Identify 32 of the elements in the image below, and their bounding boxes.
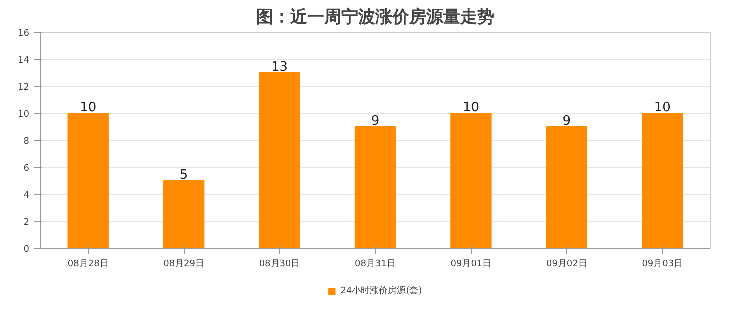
- x-tick-label: 09月01日: [450, 260, 492, 270]
- y-tick-label: 10: [18, 110, 30, 120]
- y-tick-label: 14: [18, 56, 30, 66]
- bar: [163, 180, 205, 248]
- data-label: 10: [80, 100, 97, 116]
- bar: [642, 113, 684, 248]
- x-tick-label: 09月03日: [642, 260, 684, 270]
- y-tick-label: 16: [18, 29, 30, 39]
- bar: [68, 113, 109, 248]
- bar: [259, 72, 300, 248]
- x-tick-label: 09月02日: [546, 260, 588, 270]
- y-tick-label: 0: [24, 245, 30, 255]
- data-label: 5: [180, 168, 188, 183]
- y-tick-label: 12: [18, 83, 30, 93]
- data-label: 10: [654, 100, 671, 116]
- chart-title: 图：近一周宁波涨价房源量走势: [256, 8, 494, 28]
- data-label: 9: [371, 114, 380, 129]
- x-tick-label: 08月28日: [68, 260, 109, 270]
- y-tick-label: 6: [24, 164, 30, 174]
- data-label: 9: [562, 114, 572, 129]
- y-tick-label: 8: [24, 137, 30, 147]
- data-label: 10: [462, 100, 480, 116]
- x-tick-label: 08月30日: [259, 260, 300, 270]
- y-tick-label: 4: [24, 191, 30, 201]
- bar: [354, 126, 396, 248]
- bar: [450, 113, 492, 248]
- x-tick-label: 08月29日: [164, 260, 205, 270]
- y-tick-label: 2: [24, 218, 30, 228]
- bar: [546, 126, 588, 248]
- legend-label: 24小时涨价房源(套): [340, 285, 422, 298]
- x-tick-label: 08月31日: [355, 260, 396, 270]
- data-label: 13: [272, 60, 288, 75]
